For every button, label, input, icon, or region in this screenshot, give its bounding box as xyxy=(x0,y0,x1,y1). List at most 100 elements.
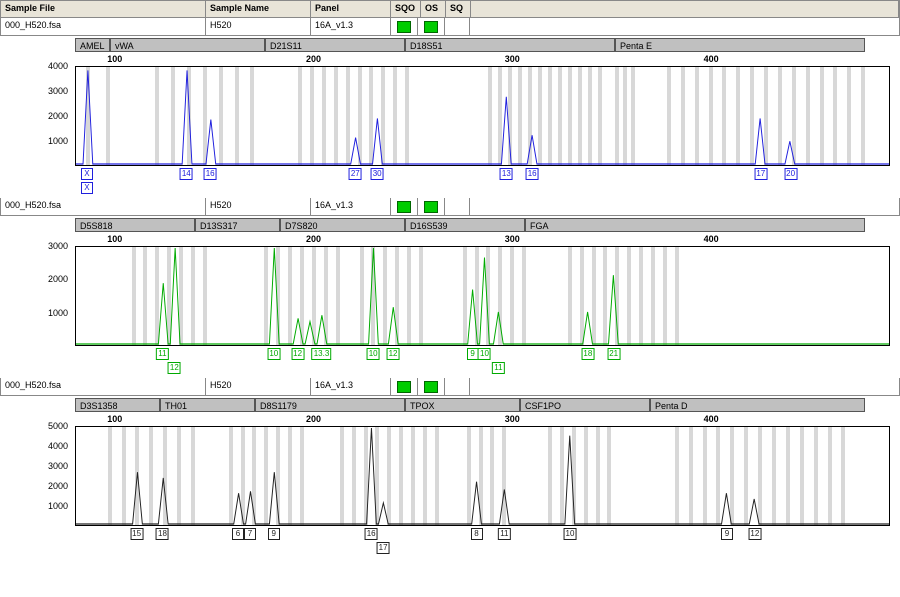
locus-label: D3S1358 xyxy=(75,398,160,412)
x-axis: 100200300400 xyxy=(75,234,890,246)
allele-call[interactable]: 20 xyxy=(784,168,797,180)
locus-label: TPOX xyxy=(405,398,520,412)
locus-label: FGA xyxy=(525,218,865,232)
y-axis: 10002000300040005000 xyxy=(5,426,70,526)
x-tick: 400 xyxy=(704,54,719,64)
electropherogram-panel: 1002003004001000200030004000500015186791… xyxy=(5,414,895,554)
os-indicator xyxy=(418,18,445,35)
loci-row: D3S1358TH01D8S1179TPOXCSF1POPenta D xyxy=(0,396,900,414)
loci-row: D5S818D13S317D7S820D16S539FGA xyxy=(0,216,900,234)
y-tick: 3000 xyxy=(48,241,68,251)
peaks-trace xyxy=(76,427,889,525)
x-tick: 200 xyxy=(306,414,321,424)
allele-call[interactable]: 17 xyxy=(754,168,767,180)
allele-call[interactable]: 12 xyxy=(748,528,761,540)
allele-call[interactable]: 30 xyxy=(371,168,384,180)
allele-call[interactable]: 16 xyxy=(526,168,539,180)
locus-label: vWA xyxy=(110,38,265,52)
sq-indicator xyxy=(445,378,470,395)
y-tick: 4000 xyxy=(48,61,68,71)
locus-label: D16S539 xyxy=(405,218,525,232)
col-sample-name: Sample Name xyxy=(206,1,311,17)
allele-call[interactable]: 9 xyxy=(268,528,280,540)
locus-label: D5S818 xyxy=(75,218,195,232)
x-axis: 100200300400 xyxy=(75,414,890,426)
allele-call[interactable]: 10 xyxy=(564,528,577,540)
allele-call[interactable]: 18 xyxy=(581,348,594,360)
y-tick: 2000 xyxy=(48,274,68,284)
sample-name: H520 xyxy=(206,198,311,215)
col-sqo: SQO xyxy=(391,1,421,17)
y-tick: 1000 xyxy=(48,501,68,511)
x-tick: 300 xyxy=(505,234,520,244)
x-tick: 100 xyxy=(107,54,122,64)
allele-call[interactable]: 11 xyxy=(156,348,168,360)
sqo-indicator xyxy=(391,198,418,215)
plot-area[interactable] xyxy=(75,426,890,526)
col-os: OS xyxy=(421,1,446,17)
allele-call[interactable]: 27 xyxy=(349,168,362,180)
allele-call[interactable]: 10 xyxy=(367,348,380,360)
locus-label: D8S1179 xyxy=(255,398,405,412)
allele-call[interactable]: 12 xyxy=(291,348,304,360)
allele-call[interactable]: 18 xyxy=(156,528,169,540)
y-tick: 2000 xyxy=(48,111,68,121)
y-tick: 3000 xyxy=(48,86,68,96)
col-rest xyxy=(471,1,899,17)
peaks-trace xyxy=(76,67,889,165)
allele-call[interactable]: 12 xyxy=(387,348,400,360)
sample-info-row: 000_H520.fsaH52016A_v1.3 xyxy=(0,198,900,216)
allele-call[interactable]: 21 xyxy=(607,348,620,360)
allele-call[interactable]: 10 xyxy=(267,348,280,360)
allele-call[interactable]: 10 xyxy=(478,348,491,360)
sqo-indicator xyxy=(391,18,418,35)
electropherogram-panel: 1002003004001000200030004000XX1416273013… xyxy=(5,54,895,194)
col-panel: Panel xyxy=(311,1,391,17)
sample-name: H520 xyxy=(206,18,311,35)
x-tick: 100 xyxy=(107,234,122,244)
allele-call[interactable]: 8 xyxy=(471,528,483,540)
allele-call[interactable]: X xyxy=(81,182,93,194)
allele-call[interactable]: 13.3 xyxy=(312,348,332,360)
sample-name: H520 xyxy=(206,378,311,395)
allele-call[interactable]: 12 xyxy=(168,362,181,374)
panel-name: 16A_v1.3 xyxy=(311,378,391,395)
allele-call[interactable]: 16 xyxy=(365,528,378,540)
sample-info-row: 000_H520.fsaH52016A_v1.3 xyxy=(0,378,900,396)
allele-call[interactable]: 11 xyxy=(498,528,510,540)
column-header-row: Sample File Sample Name Panel SQO OS SQ xyxy=(0,0,900,18)
sq-indicator xyxy=(445,198,470,215)
y-tick: 2000 xyxy=(48,481,68,491)
allele-call[interactable]: 9 xyxy=(467,348,479,360)
allele-calls: XX1416273013161720 xyxy=(75,168,890,186)
plot-area[interactable] xyxy=(75,66,890,166)
allele-call[interactable]: 15 xyxy=(130,528,143,540)
allele-calls: 1112101213.31012910111821 xyxy=(75,348,890,366)
allele-call[interactable]: 16 xyxy=(204,168,217,180)
y-axis: 1000200030004000 xyxy=(5,66,70,166)
col-sample-file: Sample File xyxy=(1,1,206,17)
locus-label: Penta D xyxy=(650,398,865,412)
allele-calls: 1518679161781110912 xyxy=(75,528,890,546)
locus-label: D7S820 xyxy=(280,218,405,232)
peaks-trace xyxy=(76,247,889,345)
allele-call[interactable]: 17 xyxy=(377,542,390,554)
locus-label: Penta E xyxy=(615,38,865,52)
x-tick: 400 xyxy=(704,414,719,424)
allele-call[interactable]: 9 xyxy=(721,528,733,540)
allele-call[interactable]: 7 xyxy=(244,528,256,540)
allele-call[interactable]: 14 xyxy=(180,168,193,180)
allele-call[interactable]: 13 xyxy=(500,168,513,180)
y-axis: 100020003000 xyxy=(5,246,70,346)
allele-call[interactable]: X xyxy=(81,168,93,180)
plot-area[interactable] xyxy=(75,246,890,346)
y-tick: 3000 xyxy=(48,461,68,471)
sample-info-row: 000_H520.fsaH52016A_v1.3 xyxy=(0,18,900,36)
col-sq: SQ xyxy=(446,1,471,17)
panel-name: 16A_v1.3 xyxy=(311,18,391,35)
locus-label: D13S317 xyxy=(195,218,280,232)
sqo-indicator xyxy=(391,378,418,395)
loci-row: AMELvWAD21S11D18S51Penta E xyxy=(0,36,900,54)
allele-call[interactable]: 6 xyxy=(232,528,244,540)
allele-call[interactable]: 11 xyxy=(492,362,504,374)
